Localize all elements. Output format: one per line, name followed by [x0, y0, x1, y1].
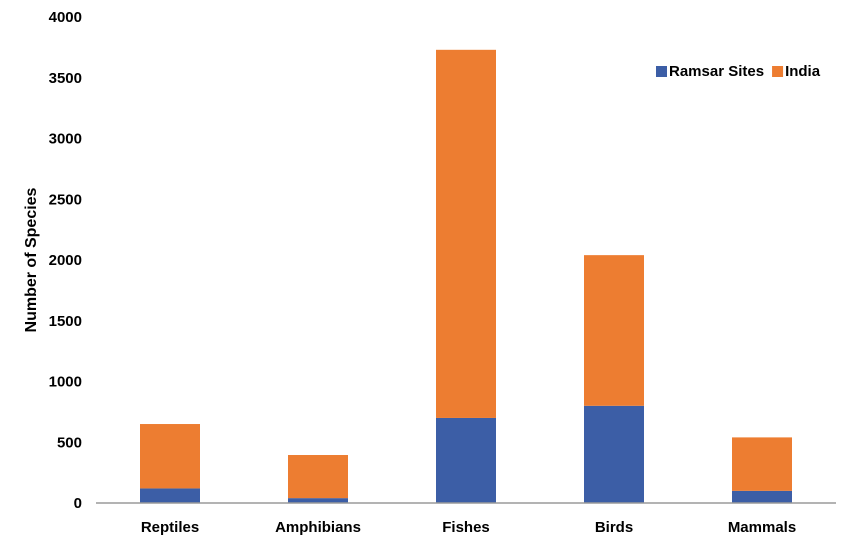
bar-reptiles-india — [140, 424, 200, 489]
y-tick-label: 2000 — [49, 252, 82, 269]
y-tick-label: 4000 — [49, 9, 82, 26]
legend-swatch — [772, 66, 784, 77]
y-tick-label: 500 — [57, 434, 82, 451]
y-tick-label: 3500 — [49, 70, 82, 87]
legend-label: India — [785, 63, 821, 80]
x-tick-label: Fishes — [442, 519, 490, 536]
y-tick-label: 1000 — [49, 374, 82, 391]
x-tick-label: Birds — [595, 519, 633, 536]
y-tick-label: 3000 — [49, 131, 82, 148]
x-tick-label: Mammals — [728, 519, 796, 536]
x-tick-label: Reptiles — [141, 519, 199, 536]
bar-birds-india — [584, 255, 644, 406]
legend-label: Ramsar Sites — [669, 63, 764, 80]
legend: Ramsar Sites India — [656, 63, 821, 80]
x-tick-label: Amphibians — [275, 519, 361, 536]
y-tick-label: 0 — [74, 495, 82, 512]
bar-fishes-ramsar-sites — [436, 417, 496, 503]
bar-mammals-india — [732, 437, 792, 491]
bar-reptiles-ramsar-sites — [140, 488, 200, 503]
bar-amphibians-india — [288, 455, 348, 499]
bar-fishes-india — [436, 49, 496, 418]
legend-swatch — [656, 66, 667, 77]
bar-mammals-ramsar-sites — [732, 490, 792, 503]
y-axis-ticks: 0 500 1000 1500 2000 2500 3000 3500 4000 — [49, 9, 82, 512]
y-tick-label: 1500 — [49, 313, 82, 330]
y-tick-label: 2500 — [49, 191, 82, 208]
bar-birds-ramsar-sites — [584, 405, 644, 503]
bars-group — [140, 49, 792, 503]
y-axis-title: Number of Species — [23, 187, 40, 332]
x-axis-ticks: Reptiles Amphibians Fishes Birds Mammals — [141, 519, 796, 536]
bar-amphibians-ramsar-sites — [288, 498, 348, 503]
